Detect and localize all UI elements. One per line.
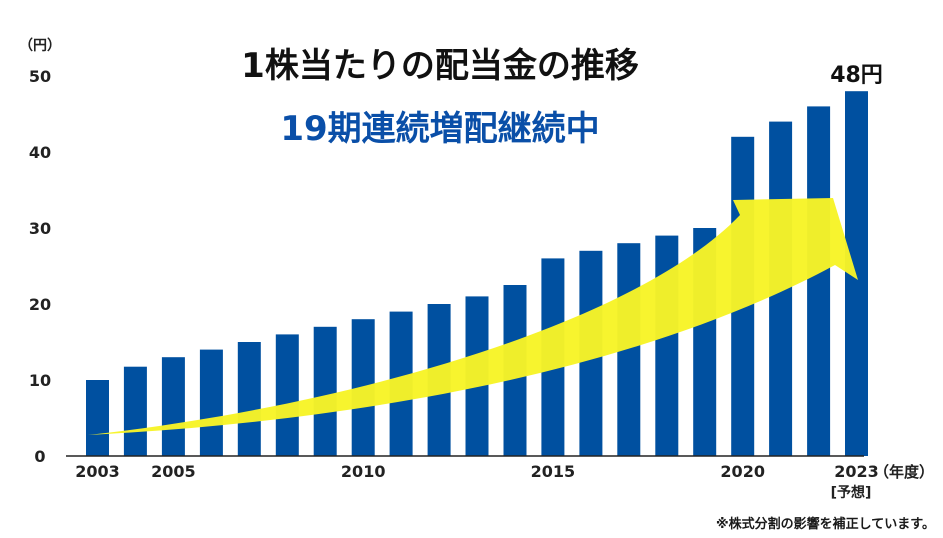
footnote: ※株式分割の影響を補正しています。	[716, 517, 935, 532]
bar-2004	[123, 366, 147, 456]
x-tick-2010: 2010	[341, 462, 386, 481]
forecast-label: [予想]	[831, 484, 872, 501]
y-tick-0: 0	[34, 447, 45, 466]
bar-2008	[275, 334, 299, 456]
x-tick-2003: 2003	[75, 462, 120, 481]
x-tick-2005: 2005	[151, 462, 196, 481]
y-tick-30: 30	[29, 219, 51, 238]
y-tick-40: 40	[29, 143, 51, 162]
y-tick-20: 20	[29, 295, 51, 314]
value-labels: 48円	[830, 63, 883, 88]
y-tick-50: 50	[29, 67, 51, 86]
x-tick-2020: 2020	[720, 462, 765, 481]
trend-arrow	[88, 198, 858, 435]
x-tick-2023: 2023	[834, 462, 879, 481]
x-axis-label: （年度）	[874, 463, 934, 481]
bar-2005	[161, 357, 185, 456]
value-label-2023: 48円	[830, 63, 883, 88]
chart-subtitle: 19期連続増配継続中	[280, 109, 599, 149]
bar-2022	[807, 106, 831, 457]
bar-2003	[86, 380, 109, 456]
bar-2007	[237, 342, 261, 456]
bar-2006	[199, 349, 223, 456]
chart-title: 1株当たりの配当金の推移	[241, 46, 639, 86]
y-axis-label: （円）	[19, 38, 61, 54]
bar-2009	[313, 326, 337, 456]
y-tick-labels: 0 10 20 30 40 50	[29, 67, 51, 466]
x-tick-2015: 2015	[531, 462, 576, 481]
y-tick-10: 10	[29, 371, 51, 390]
x-tick-labels: 2003 2005 2010 2015 2020 2023	[75, 462, 879, 481]
bar-2023	[845, 91, 868, 456]
